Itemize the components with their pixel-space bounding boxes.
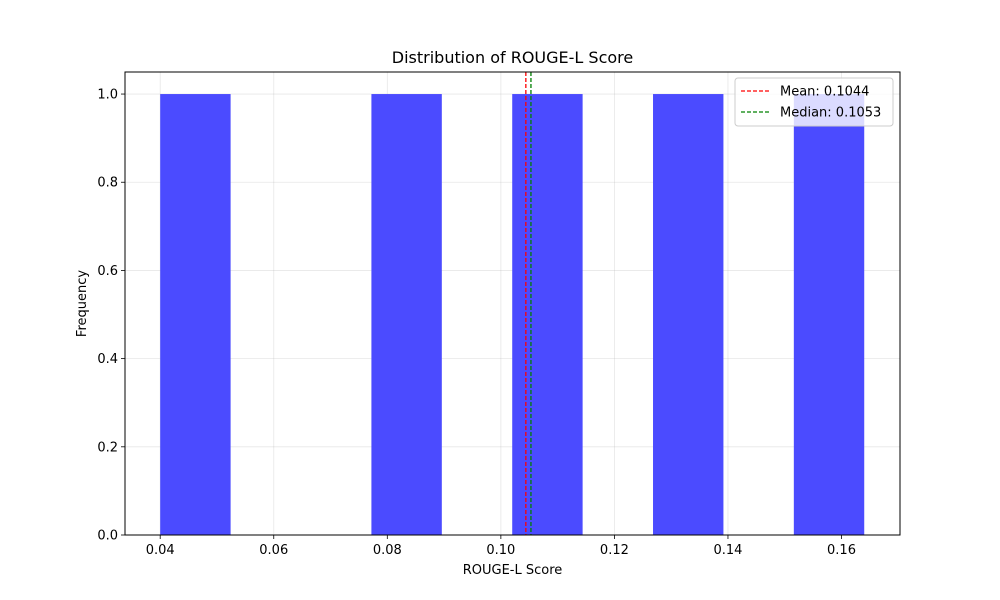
histogram-bar: [371, 94, 442, 536]
x-axis-label: ROUGE-L Score: [463, 563, 563, 578]
x-tick-label: 0.08: [373, 543, 402, 558]
chart-title: Distribution of ROUGE-L Score: [392, 48, 633, 67]
x-tick-label: 0.06: [259, 543, 288, 558]
y-tick-label: 0.6: [97, 264, 118, 279]
legend: Mean: 0.1044 Median: 0.1053: [734, 77, 894, 127]
histogram-bar: [512, 94, 583, 536]
plot-frame: [124, 71, 901, 536]
histogram-bar: [653, 94, 724, 536]
x-tick-label: 0.10: [486, 543, 515, 558]
y-tick-label: 0.2: [97, 440, 118, 455]
legend-box: [734, 77, 894, 127]
histogram-bar: [793, 94, 865, 536]
histogram-bar: [160, 94, 231, 536]
y-axis-ticks: 0.0 0.2 0.4 0.6 0.8 1.0: [97, 88, 125, 544]
x-tick-label: 0.04: [146, 543, 175, 558]
x-tick-label: 0.12: [600, 543, 629, 558]
y-tick-label: 0.0: [97, 529, 118, 544]
legend-mean-label: Mean: 0.1044: [780, 85, 869, 100]
x-axis-ticks: 0.04 0.06 0.08 0.10 0.12 0.14 0.16: [146, 535, 856, 558]
y-tick-label: 0.8: [97, 176, 118, 191]
x-tick-label: 0.16: [827, 543, 856, 558]
y-axis-label: Frequency: [75, 270, 90, 337]
legend-median-label: Median: 0.1053: [780, 106, 881, 121]
y-tick-label: 1.0: [97, 88, 118, 103]
bars: [160, 94, 865, 536]
reference-lines: [525, 72, 532, 535]
x-tick-label: 0.14: [713, 543, 742, 558]
y-tick-label: 0.4: [97, 352, 118, 367]
